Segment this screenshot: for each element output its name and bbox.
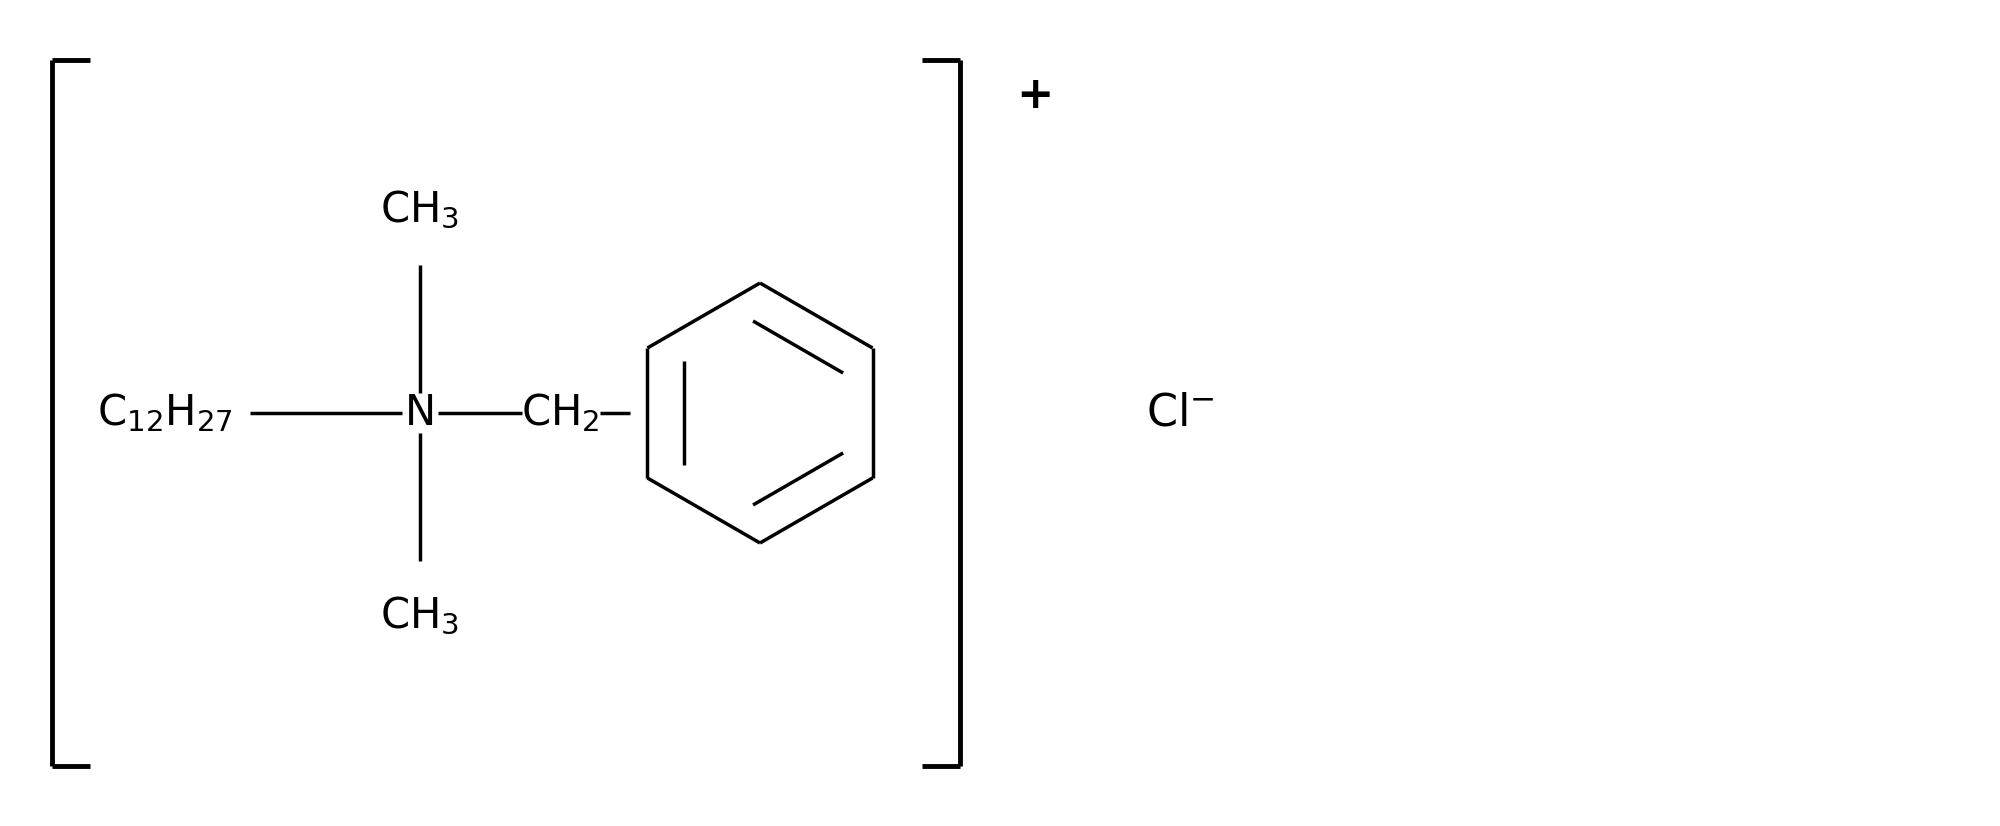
Text: +: + <box>1016 74 1054 116</box>
Text: Cl$^{-}$: Cl$^{-}$ <box>1146 392 1214 434</box>
Text: $\mathregular{C_{12}H_{27}}$: $\mathregular{C_{12}H_{27}}$ <box>98 392 232 434</box>
Text: $\mathregular{CH_3}$: $\mathregular{CH_3}$ <box>380 189 460 231</box>
Text: $\mathregular{CH_3}$: $\mathregular{CH_3}$ <box>380 595 460 637</box>
Text: $\mathregular{CH_2}$: $\mathregular{CH_2}$ <box>520 392 600 434</box>
Text: N: N <box>404 392 436 434</box>
